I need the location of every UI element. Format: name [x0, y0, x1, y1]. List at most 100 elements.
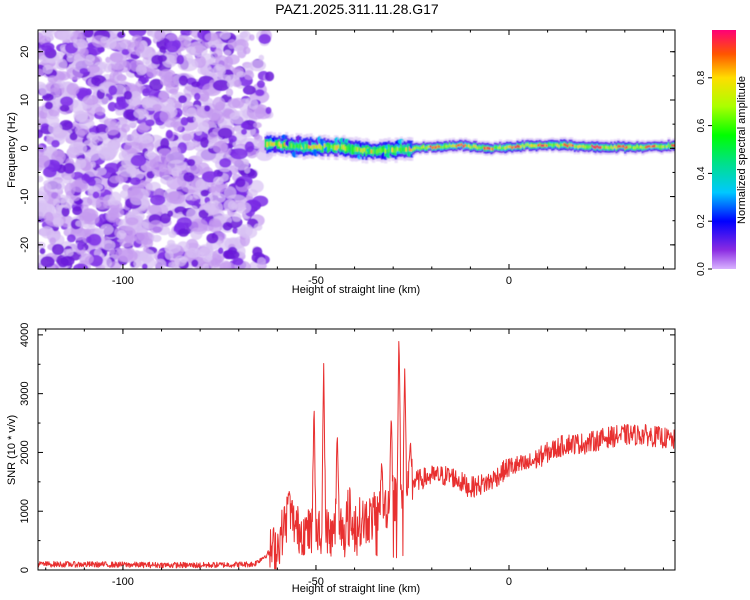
heatmap-cell [599, 145, 603, 150]
heatmap-cell [657, 145, 660, 148]
heatmap-cell [518, 145, 521, 148]
heatmap-cell [636, 144, 639, 148]
heatmap-cell [70, 179, 89, 193]
heatmap-cell [554, 143, 558, 146]
heatmap-cell [520, 145, 523, 149]
heatmap-cell [443, 144, 447, 148]
heatmap-cell [396, 146, 400, 152]
heatmap-cell [207, 142, 214, 149]
heatmap-cell [232, 227, 239, 234]
heatmap-cell [382, 147, 386, 153]
heatmap-cell [252, 246, 263, 257]
snr-panel: -100 -50 0 0 1000 2000 3000 4000 Height of stra… [6, 323, 676, 595]
heatmap-cell [121, 123, 131, 133]
heatmap-cell [441, 145, 445, 149]
heatmap-cell [194, 44, 204, 54]
heatmap-cell [226, 89, 232, 96]
heatmap-cell [549, 143, 552, 146]
heatmap-cell [264, 141, 268, 146]
heatmap-cell [527, 143, 530, 146]
heatmap-cell [493, 146, 497, 149]
heatmap-cell [186, 107, 197, 117]
snr-ytick-label: 2000 [19, 440, 31, 464]
heatmap-cell [641, 146, 645, 150]
heatmap-cell [194, 92, 201, 101]
heatmap-cell [584, 145, 587, 149]
heatmap-cell [134, 232, 150, 245]
heatmap-cell [533, 144, 537, 147]
heatmap-cell [249, 59, 266, 72]
heatmap-cell [38, 68, 45, 77]
heatmap-cell [109, 191, 122, 206]
heatmap-cell [227, 79, 234, 88]
heatmap-cell [186, 115, 196, 123]
heatmap-cell [613, 145, 617, 149]
heatmap-cell [233, 79, 242, 87]
heatmap-cell [315, 145, 318, 150]
heatmap-cell [40, 226, 54, 239]
heatmap-cell [213, 64, 226, 78]
heatmap-cell [123, 109, 137, 120]
heatmap-cell [426, 146, 429, 150]
heatmap-cell [186, 238, 199, 251]
heatmap-cell [414, 146, 417, 150]
heatmap-cell [634, 146, 638, 150]
heatmap-cell [610, 145, 613, 149]
heatmap-cell [163, 75, 177, 88]
heatmap-cell [38, 175, 44, 183]
heatmap-cell [191, 81, 201, 88]
heatmap-cell [130, 90, 141, 102]
heatmap-cell [225, 250, 240, 260]
heatmap-cell [44, 101, 54, 110]
heatmap-cell [256, 80, 265, 89]
heatmap-cell [662, 145, 665, 149]
heatmap-cell [488, 147, 492, 150]
heatmap-cell [330, 144, 334, 149]
heatmap-cell [318, 144, 321, 149]
spectrogram-x-axis-label: Height of straight line (km) [292, 284, 420, 296]
heatmap-cell [582, 144, 585, 148]
heatmap-cell [100, 36, 110, 43]
heatmap-cell [615, 146, 619, 150]
heatmap-cell [450, 144, 453, 148]
heatmap-cell [547, 143, 551, 146]
heatmap-cell [51, 243, 65, 256]
heatmap-cell [349, 146, 353, 152]
heatmap-cell [105, 56, 111, 64]
heatmap-cell [60, 96, 74, 107]
heatmap-cell [313, 144, 316, 149]
heatmap-cell [77, 241, 85, 251]
heatmap-cell [495, 146, 499, 149]
spectrogram-heatmap [38, 30, 675, 269]
heatmap-cell [368, 148, 372, 153]
heatmap-cell [165, 40, 180, 53]
heatmap-cell [47, 75, 58, 84]
heatmap-cell [539, 143, 542, 146]
heatmap-cell [322, 144, 325, 150]
heatmap-cell [575, 145, 579, 148]
heatmap-cell [103, 118, 117, 127]
heatmap-cell [227, 39, 237, 49]
heatmap-cell [268, 141, 271, 147]
heatmap-cell [96, 167, 107, 176]
heatmap-cell [243, 46, 251, 55]
heatmap-cell [499, 145, 502, 149]
heatmap-cell [213, 176, 224, 185]
heatmap-cell [45, 179, 66, 193]
heatmap-cell [348, 145, 351, 151]
heatmap-cell [577, 145, 580, 149]
heatmap-cell [473, 144, 476, 148]
colorbar-tick-label: 0.8 [696, 70, 707, 84]
heatmap-cell [440, 145, 443, 149]
heatmap-cell [258, 33, 271, 45]
heatmap-cell [553, 143, 556, 147]
heatmap-cell [525, 143, 528, 147]
heatmap-cell [660, 145, 664, 149]
heatmap-cell [478, 146, 481, 149]
heatmap-cell [492, 147, 495, 151]
heatmap-cell [42, 93, 54, 102]
heatmap-cell [244, 166, 251, 174]
spectrogram-xtick-label: -50 [308, 275, 324, 287]
